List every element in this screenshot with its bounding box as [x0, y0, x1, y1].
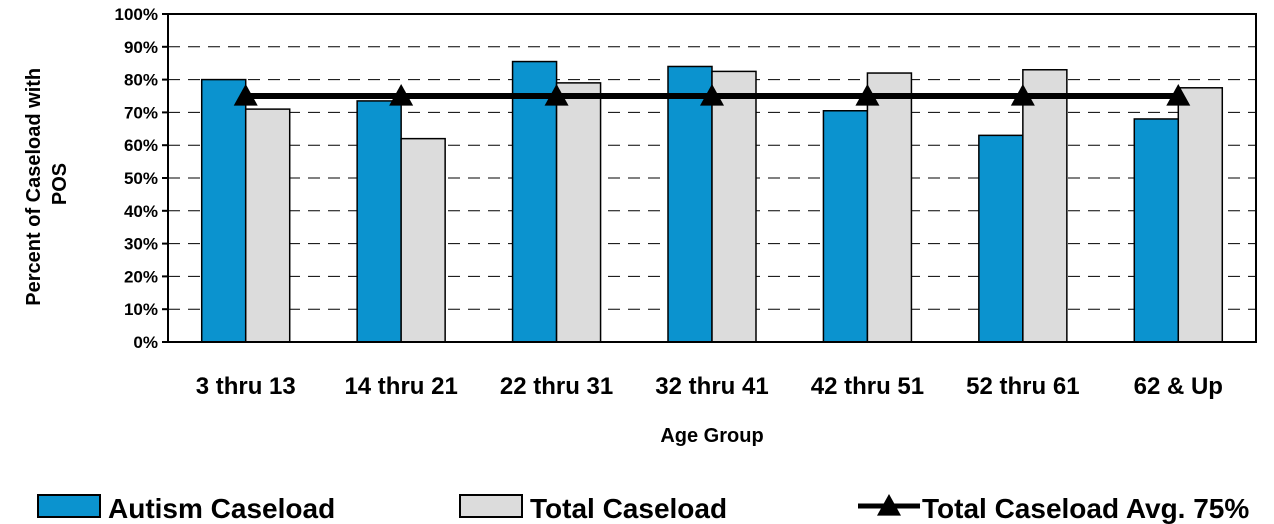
bar-total-5 [866, 72, 913, 343]
bar-autism-1 [200, 78, 247, 343]
average-marker-2 [389, 84, 414, 106]
x-tick-label: 32 thru 41 [655, 373, 768, 400]
bar-total-2 [400, 137, 446, 343]
y-tick-labels: 0% 10% 20% 30% 40% 50% 60% 70% 80% 90% 100% [115, 5, 168, 352]
x-tick-label: 14 thru 21 [344, 373, 457, 400]
legend: Autism Caseload Total Caseload Total Cas… [37, 493, 1249, 524]
y-tick-label: 30% [124, 235, 158, 254]
average-marker-4 [700, 84, 724, 106]
average-marker-6 [1010, 84, 1035, 106]
bar-total-6 [1022, 69, 1068, 343]
legend-item-total: Total Caseload [459, 493, 727, 524]
bar-total-7 [1177, 87, 1224, 343]
bar-autism-4 [667, 65, 713, 343]
legend-label-total: Total Caseload [530, 493, 727, 524]
y-tick-label: 10% [124, 300, 158, 319]
bar-autism-7 [1133, 118, 1180, 343]
x-tick-label: 3 thru 13 [196, 373, 296, 400]
legend-triangle-marker-icon [877, 494, 901, 516]
y-tick-label: 100% [115, 5, 158, 24]
y-tick-label: 0% [133, 333, 158, 352]
average-marker-1 [233, 84, 258, 106]
x-tick-label: 22 thru 31 [500, 373, 613, 400]
bar-autism-2 [356, 100, 402, 343]
x-tick-labels: 3 thru 13 14 thru 21 22 thru 31 32 thru 41 4… [196, 373, 1223, 400]
bars [200, 60, 1224, 343]
average-line-group [233, 84, 1191, 106]
x-tick-label: 52 thru 61 [966, 373, 1079, 400]
y-tick-label: 20% [124, 267, 158, 286]
legend-swatch-total [459, 494, 523, 518]
bar-total-1 [244, 108, 291, 343]
legend-swatch-autism [37, 494, 101, 518]
legend-label-autism: Autism Caseload [108, 493, 335, 524]
y-axis-title-line-2: POS [49, 163, 71, 205]
bar-total-4 [711, 70, 757, 343]
bar-autism-5 [822, 110, 869, 343]
x-axis-title: Age Group [660, 425, 763, 447]
average-marker-5 [855, 84, 880, 106]
x-tick-label: 42 thru 51 [811, 373, 924, 400]
y-tick-label: 60% [124, 136, 158, 155]
legend-label-average: Total Caseload Avg. 75% [922, 493, 1249, 524]
legend-item-autism: Autism Caseload [37, 493, 335, 524]
y-tick-label: 40% [124, 202, 158, 221]
y-tick-label: 80% [124, 71, 158, 90]
y-axis-title-line-1: Percent of Caseload with [23, 68, 45, 306]
average-marker-3 [544, 84, 569, 106]
bar-autism-6 [978, 134, 1024, 343]
y-tick-label: 50% [124, 169, 158, 188]
bar-total-3 [555, 82, 602, 343]
y-tick-label: 90% [124, 38, 158, 57]
x-tick-label: 62 & Up [1134, 373, 1223, 400]
legend-item-average: Total Caseload Avg. 75% [858, 493, 1249, 524]
average-marker-7 [1166, 84, 1191, 106]
y-tick-label: 70% [124, 103, 158, 122]
y-axis-title: Percent of Caseload with POS [23, 62, 71, 305]
